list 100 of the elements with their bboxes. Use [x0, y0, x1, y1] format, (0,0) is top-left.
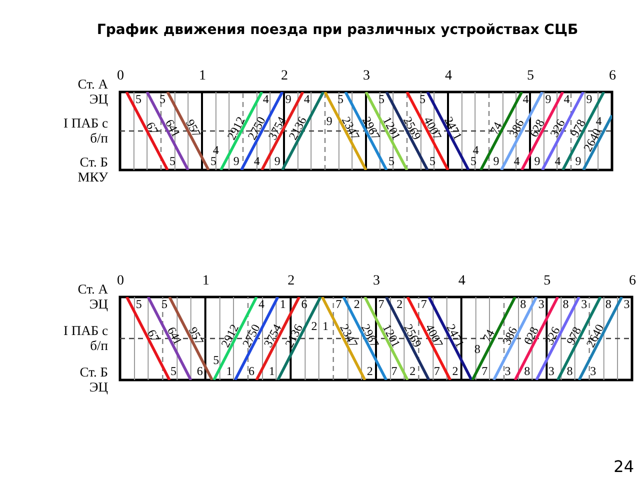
annotation: 9 — [285, 92, 292, 106]
text: 641 — [164, 324, 186, 347]
text: 2640 — [583, 322, 607, 350]
annotation: 5 — [160, 92, 166, 106]
ref-line-label: I ПАБ с б/п — [64, 323, 108, 353]
annotation: 4 — [472, 143, 479, 157]
ref-line-label: I ПАБ с б/п — [64, 116, 108, 146]
x-tick-label: 0 — [117, 274, 124, 288]
annotation: 2 — [311, 319, 318, 333]
annotation: 4 — [554, 154, 561, 168]
text: 67 — [144, 327, 162, 344]
text: 2347 — [337, 322, 361, 350]
text: 386 — [506, 116, 527, 140]
x-tick-label: 2 — [281, 68, 288, 84]
text: 74 — [479, 327, 498, 344]
annotation: 4 — [564, 92, 570, 106]
annotation: 8 — [520, 297, 526, 311]
annotation: 6 — [196, 364, 203, 378]
annotation: 5 — [170, 364, 176, 378]
text: 2136 — [286, 114, 310, 142]
annotation: 1 — [226, 364, 232, 378]
annotation: 2 — [452, 364, 458, 378]
annotation: 3 — [548, 364, 554, 378]
x-tick-label: 1 — [202, 274, 210, 288]
x-tick-label: 3 — [363, 68, 370, 84]
annotation: 3 — [624, 297, 630, 311]
annotation: 7 — [434, 364, 440, 378]
text: 2569 — [401, 322, 425, 350]
annotation: 4 — [596, 114, 602, 128]
annotation: 2 — [354, 297, 360, 311]
x-tick-label: 5 — [527, 68, 534, 84]
x-tick-label: 0 — [117, 68, 124, 84]
annotation: 5 — [136, 92, 142, 106]
annotation: 7 — [391, 364, 398, 378]
annotation: 7 — [482, 364, 488, 378]
annotation: 4 — [514, 154, 520, 168]
annotation: 3 — [581, 297, 588, 311]
text: 386 — [499, 324, 520, 347]
annotation: 9 — [493, 154, 500, 168]
x-tick-label: 6 — [609, 68, 616, 84]
text: 326 — [542, 324, 563, 347]
annotation: 5 — [470, 154, 476, 168]
annotation: 3 — [504, 364, 511, 378]
text: Ст. А ЭЦ — [78, 76, 108, 106]
annotation: 3 — [590, 364, 596, 378]
annotation: 9 — [575, 154, 582, 168]
annotation: 2 — [366, 364, 373, 378]
text: 2750 — [239, 322, 263, 350]
annotation: 8 — [566, 364, 573, 378]
annotation: 5 — [136, 297, 142, 311]
annotation: 4 — [258, 297, 265, 311]
x-tick-label: 4 — [445, 68, 452, 84]
annotation: 5 — [388, 154, 394, 168]
annotation: 9 — [534, 154, 540, 168]
annotation: 7 — [378, 297, 384, 311]
text: 67 — [143, 120, 162, 137]
annotation: 5 — [420, 92, 426, 106]
text: 2347 — [339, 114, 363, 142]
annotation: 7 — [336, 297, 342, 311]
annotation: 7 — [420, 297, 427, 311]
annotation: 8 — [562, 297, 569, 311]
text: 74 — [487, 120, 505, 137]
annotation: 5 — [213, 353, 220, 367]
text: 4007 — [422, 322, 446, 350]
text: 24 — [614, 457, 634, 476]
annotation: 9 — [233, 154, 240, 168]
text: 1201 — [380, 322, 404, 350]
annotation: 5 — [430, 154, 436, 168]
x-tick-label: 1 — [199, 68, 206, 84]
x-tick-label: 2 — [288, 274, 295, 288]
text: 957 — [186, 324, 207, 347]
x-tick-label: 4 — [458, 274, 466, 288]
annotation: 6 — [301, 297, 308, 311]
text: 628 — [520, 324, 542, 347]
annotation: 8 — [605, 297, 612, 311]
text: Ст. А ЭЦ — [78, 282, 108, 312]
annotation: 5 — [378, 92, 384, 106]
x-tick-label: 5 — [544, 274, 551, 288]
annotation: 5 — [161, 297, 168, 311]
text: 641 — [162, 116, 184, 140]
annotation: 4 — [262, 92, 269, 106]
annotation: 8 — [474, 342, 480, 356]
annotation: 5 — [170, 154, 176, 168]
annotation: 4 — [522, 92, 529, 106]
annotation: 9 — [586, 92, 592, 106]
text: 957 — [182, 116, 204, 140]
text: 2912 — [218, 322, 242, 350]
annotation: 1 — [268, 364, 275, 378]
text: Ст. Б МКУ — [78, 154, 108, 184]
annotation: 1 — [280, 297, 286, 311]
text: 326 — [547, 116, 568, 140]
text: Ст. Б ЭЦ — [80, 364, 108, 394]
annotation: 1 — [322, 319, 329, 333]
annotation: 2 — [396, 297, 403, 311]
annotation: 3 — [538, 297, 544, 311]
text: 978 — [563, 324, 584, 347]
chart-title: График движения поезда при различных устройствах СЦБ — [96, 22, 578, 38]
annotation: 4 — [254, 154, 260, 168]
x-tick-label: 6 — [629, 274, 636, 288]
annotation: 9 — [545, 92, 552, 106]
